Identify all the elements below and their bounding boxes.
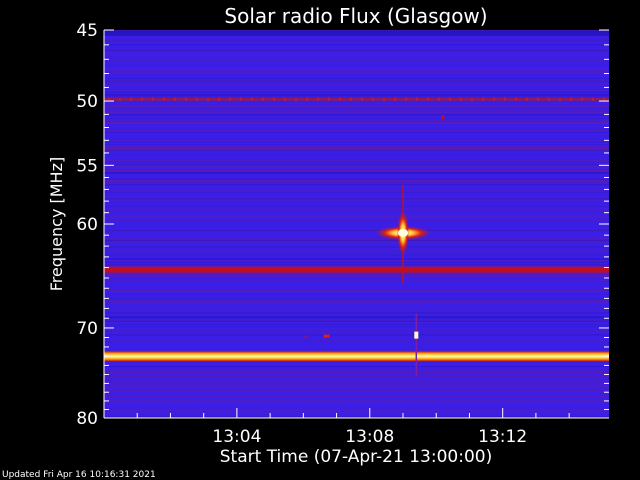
line-dot [515, 97, 517, 101]
line-dot [273, 97, 275, 101]
chart-title: Solar radio Flux (Glasgow) [224, 4, 487, 28]
updated-timestamp: Updated Fri Apr 16 10:16:31 2021 [2, 470, 156, 480]
line-dot [163, 97, 165, 101]
y-tick-label: 60 [76, 215, 98, 235]
line-dot [141, 97, 143, 101]
line-dot [108, 97, 110, 101]
x-tick-label: 13:08 [345, 427, 394, 447]
line-dot [218, 97, 220, 101]
line-dot [284, 97, 286, 101]
plot-area [104, 30, 609, 418]
y-tick-label: 70 [76, 319, 98, 339]
burst-spot [414, 331, 419, 339]
line-dot [207, 97, 209, 101]
line-dot [361, 97, 363, 101]
line-dot [537, 97, 539, 101]
line-dot [581, 97, 583, 101]
line-dot [328, 97, 330, 101]
line-dot [405, 97, 407, 101]
y-axis-label: Frequency [MHz] [47, 157, 66, 291]
line-dot [504, 97, 506, 101]
line-dot [559, 97, 561, 101]
line-dot [427, 97, 429, 101]
line-dot [350, 97, 352, 101]
line-dot [471, 97, 473, 101]
line-dot [262, 97, 264, 101]
line-dot [526, 97, 528, 101]
line-dot [229, 97, 231, 101]
line-dot [196, 97, 198, 101]
line-dot [394, 97, 396, 101]
line-dot [339, 97, 341, 101]
bright-line [104, 351, 609, 362]
line-dot [416, 97, 418, 101]
line-dot [317, 97, 319, 101]
burst-spot [304, 335, 307, 338]
line-dot [570, 97, 572, 101]
line-dot [372, 97, 374, 101]
line-dot [548, 97, 550, 101]
line-dot [119, 97, 121, 101]
bright-line [104, 97, 609, 101]
y-tick-label: 45 [76, 21, 98, 41]
bursts [304, 115, 445, 376]
line-dot [306, 97, 308, 101]
line-dot [438, 97, 440, 101]
y-tick-label: 50 [76, 92, 98, 112]
burst-spot [323, 334, 330, 338]
line-dot [251, 97, 253, 101]
bright-lines [104, 97, 609, 362]
line-dot [592, 97, 594, 101]
line-dot [295, 97, 297, 101]
y-tick-label: 55 [76, 156, 98, 176]
line-dot [185, 97, 187, 101]
x-tick-label: 13:12 [478, 427, 527, 447]
line-dot [130, 97, 132, 101]
line-dot [383, 97, 385, 101]
x-tick-label: 13:04 [212, 427, 261, 447]
line-dot [493, 97, 495, 101]
x-axis-label: Start Time (07-Apr-21 13:00:00) [220, 447, 492, 467]
bright-line [104, 266, 609, 273]
x-axis: 13:04 13:08 13:12 [104, 408, 609, 447]
y-axis: 45 50 55 60 70 80 [76, 21, 609, 429]
line-dot [603, 97, 605, 101]
line-dot [460, 97, 462, 101]
line-dot [449, 97, 451, 101]
line-dot [240, 97, 242, 101]
y-tick-label: 80 [76, 409, 98, 429]
line-dot [152, 97, 154, 101]
burst-core [398, 228, 409, 237]
line-dot [482, 97, 484, 101]
line-dot [174, 97, 176, 101]
burst-spot [441, 115, 445, 120]
